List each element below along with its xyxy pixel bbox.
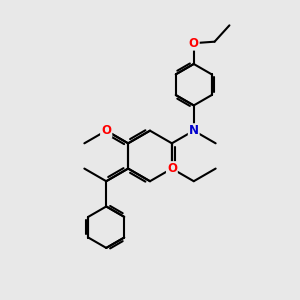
- Text: O: O: [189, 37, 199, 50]
- Text: O: O: [167, 162, 177, 175]
- Text: O: O: [101, 124, 111, 137]
- Text: N: N: [189, 124, 199, 137]
- Text: O: O: [101, 124, 111, 137]
